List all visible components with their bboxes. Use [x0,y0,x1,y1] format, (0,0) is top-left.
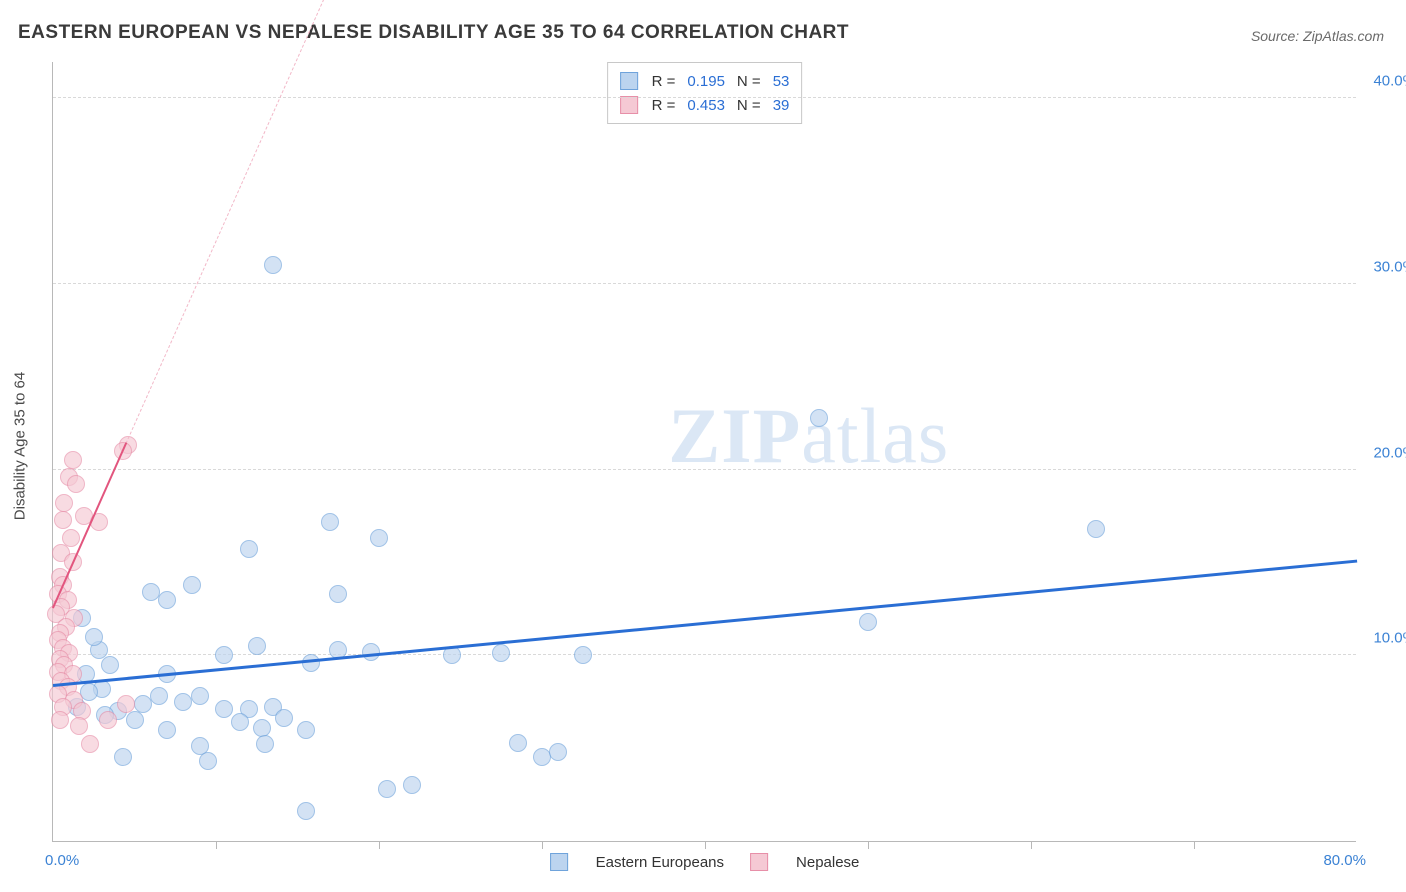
data-point [370,529,388,547]
data-point [549,743,567,761]
x-tick [868,841,869,849]
data-point [240,540,258,558]
data-point [302,654,320,672]
legend-label-0: Eastern Europeans [596,854,724,871]
data-point [85,628,103,646]
data-point [158,591,176,609]
data-point [297,721,315,739]
data-point [215,646,233,664]
data-point [321,513,339,531]
data-point [403,776,421,794]
x-tick [542,841,543,849]
legend: Eastern Europeans Nepalese [550,853,860,871]
x-tick [379,841,380,849]
y-tick-label: 20.0% [1373,444,1406,461]
data-point [54,511,72,529]
x-tick [1194,841,1195,849]
data-point [99,711,117,729]
data-point [533,748,551,766]
watermark-atlas: atlas [801,392,949,479]
data-point [81,735,99,753]
data-point [275,709,293,727]
chart-title: EASTERN EUROPEAN VS NEPALESE DISABILITY … [18,22,849,44]
data-point [114,748,132,766]
data-point [256,735,274,753]
data-point [55,494,73,512]
watermark-zip: ZIP [668,392,801,479]
data-point [248,637,266,655]
data-point [810,409,828,427]
x-tick [1031,841,1032,849]
y-tick-label: 10.0% [1373,630,1406,647]
trend-line [53,560,1357,687]
data-point [1087,520,1105,538]
gridline [53,97,1356,98]
data-point [126,711,144,729]
data-point [142,583,160,601]
data-point [101,656,119,674]
data-point [362,643,380,661]
x-axis-origin-label: 0.0% [45,852,79,869]
data-point [174,693,192,711]
stats-swatch-1 [620,96,638,114]
trend-line [126,0,355,443]
data-point [264,256,282,274]
stats-label-R: R = [652,73,676,90]
data-point [231,713,249,731]
data-point [492,644,510,662]
source-attribution: Source: ZipAtlas.com [1251,28,1384,44]
data-point [859,613,877,631]
correlation-stats-box: R = 0.195 N = 53 R = 0.453 N = 39 [607,62,803,124]
data-point [64,451,82,469]
x-tick [705,841,706,849]
data-point [183,576,201,594]
data-point [51,711,69,729]
data-point [297,802,315,820]
data-point [509,734,527,752]
data-point [134,695,152,713]
data-point [574,646,592,664]
data-point [199,752,217,770]
data-point [191,687,209,705]
stats-value-R-0: 0.195 [687,73,725,90]
gridline [53,469,1356,470]
data-point [117,695,135,713]
x-axis-max-label: 80.0% [1323,852,1366,869]
data-point [329,585,347,603]
plot-area: ZIPatlas R = 0.195 N = 53 R = 0.453 N = … [52,62,1356,842]
gridline [53,654,1356,655]
data-point [158,721,176,739]
data-point [70,717,88,735]
stats-swatch-0 [620,72,638,90]
y-tick-label: 30.0% [1373,258,1406,275]
gridline [53,283,1356,284]
x-tick [216,841,217,849]
y-axis-label: Disability Age 35 to 64 [12,372,29,520]
legend-swatch-1 [750,853,768,871]
legend-label-1: Nepalese [796,854,859,871]
stats-value-N-0: 53 [773,73,790,90]
stats-row-series-0: R = 0.195 N = 53 [620,69,790,93]
data-point [378,780,396,798]
watermark: ZIPatlas [668,391,949,481]
stats-label-N: N = [737,73,761,90]
data-point [215,700,233,718]
data-point [253,719,271,737]
stats-value-R-1: 0.453 [687,97,725,114]
stats-label-R: R = [652,97,676,114]
data-point [67,475,85,493]
y-tick-label: 40.0% [1373,73,1406,90]
chart-container: EASTERN EUROPEAN VS NEPALESE DISABILITY … [0,0,1406,892]
stats-label-N: N = [737,97,761,114]
stats-value-N-1: 39 [773,97,790,114]
legend-swatch-0 [550,853,568,871]
data-point [150,687,168,705]
